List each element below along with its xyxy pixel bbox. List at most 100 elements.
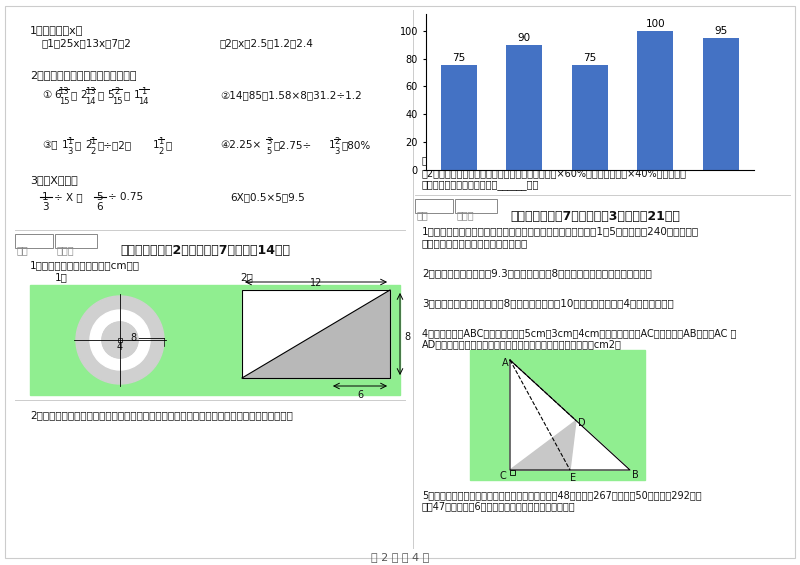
Text: 这批校服的一半，这批校服共多少套？: 这批校服的一半，这批校服共多少套？ bbox=[422, 238, 528, 248]
Text: 100: 100 bbox=[646, 19, 665, 29]
Text: （1）王平四次平时成绩的平均分是______分。: （1）王平四次平时成绩的平均分是______分。 bbox=[422, 155, 566, 166]
Bar bbox=[118, 338, 122, 342]
Text: 5．手工制作比赛中，六年级学生做泥人玩具，一班48人，共做267个；二班50人，共做292个；: 5．手工制作比赛中，六年级学生做泥人玩具，一班48人，共做267个；二班50人，… bbox=[422, 490, 702, 500]
Text: ＋2.75÷: ＋2.75÷ bbox=[274, 140, 312, 150]
Text: 8: 8 bbox=[404, 332, 410, 342]
Text: 5: 5 bbox=[107, 90, 114, 100]
Text: ＋: ＋ bbox=[75, 140, 81, 150]
Text: 3: 3 bbox=[42, 202, 49, 212]
Text: 1: 1 bbox=[62, 140, 69, 150]
Text: ÷ 0.75: ÷ 0.75 bbox=[108, 192, 143, 202]
Text: 六、应用题（共7小题，每题3分，共计21分）: 六、应用题（共7小题，每题3分，共计21分） bbox=[510, 210, 680, 223]
Text: 1: 1 bbox=[67, 137, 73, 146]
Bar bbox=[15, 234, 53, 248]
Text: （1）25x－13x＝7．2: （1）25x－13x＝7．2 bbox=[42, 38, 132, 48]
Text: ÷ X ＝: ÷ X ＝ bbox=[54, 192, 82, 202]
Text: 得分: 得分 bbox=[17, 245, 29, 255]
Text: 15: 15 bbox=[58, 97, 69, 106]
Bar bbox=[242, 290, 390, 378]
Bar bbox=[415, 199, 453, 213]
Text: 3: 3 bbox=[334, 147, 339, 156]
Text: 1: 1 bbox=[158, 137, 163, 146]
Text: 5: 5 bbox=[266, 147, 271, 156]
Text: 75: 75 bbox=[583, 53, 596, 63]
Bar bbox=[470, 350, 645, 480]
Text: 6X－0.5×5＝9.5: 6X－0.5×5＝9.5 bbox=[230, 192, 305, 202]
Text: 15: 15 bbox=[112, 97, 122, 106]
Text: ③（: ③（ bbox=[42, 140, 58, 150]
Text: 1: 1 bbox=[329, 140, 335, 150]
Text: 2．: 2． bbox=[240, 272, 253, 282]
Text: 得分: 得分 bbox=[417, 210, 429, 220]
Text: 2: 2 bbox=[81, 90, 87, 100]
Bar bbox=[455, 199, 497, 213]
Text: ）÷（2－: ）÷（2－ bbox=[98, 140, 132, 150]
Text: 3．一项工作任务，甲单独做8天完成，乙单独做10天完成，两人合作4天后还剩多少？: 3．一项工作任务，甲单独做8天完成，乙单独做10天完成，两人合作4天后还剩多少？ bbox=[422, 298, 674, 308]
Text: 75: 75 bbox=[452, 53, 465, 63]
Bar bbox=[30, 285, 400, 395]
Text: 13: 13 bbox=[85, 87, 96, 96]
Text: 4．直角三角形ABC的三条边分别是5cm，3cm和4cm，将它的直角边AC对折到斜边AB上，使AC 与: 4．直角三角形ABC的三条边分别是5cm，3cm和4cm，将它的直角边AC对折到… bbox=[422, 328, 736, 338]
Text: 第 2 页 共 4 页: 第 2 页 共 4 页 bbox=[371, 552, 429, 562]
Text: 1．求阴影部分面积（单位：cm）．: 1．求阴影部分面积（单位：cm）． bbox=[30, 260, 140, 270]
Text: ④2.25×: ④2.25× bbox=[220, 140, 262, 150]
Text: 4: 4 bbox=[117, 342, 123, 352]
Text: 1．服装厂要生产一批校服，第一周完成的套数与总套数的比是1：5，如再生产240套，就完成: 1．服装厂要生产一批校服，第一周完成的套数与总套数的比是1：5，如再生产240套… bbox=[422, 226, 699, 236]
Text: 6: 6 bbox=[357, 390, 363, 400]
Bar bbox=[506, 45, 542, 169]
Text: 2: 2 bbox=[114, 87, 120, 96]
Text: 1: 1 bbox=[134, 90, 141, 100]
Text: 五、综合题（共2小题，每题7分，共计14分）: 五、综合题（共2小题，每题7分，共计14分） bbox=[120, 244, 290, 257]
Text: E: E bbox=[570, 473, 576, 483]
Text: ②14．85－1.58×8＋31.2÷1.2: ②14．85－1.58×8＋31.2÷1.2 bbox=[220, 90, 362, 100]
Text: 1: 1 bbox=[90, 137, 95, 146]
Text: 2: 2 bbox=[85, 140, 91, 150]
Text: A: A bbox=[502, 358, 509, 368]
Circle shape bbox=[90, 310, 150, 370]
Text: 三班47人，每人做6个，六年级学生平均每人做多少个？: 三班47人，每人做6个，六年级学生平均每人做多少个？ bbox=[422, 501, 576, 511]
Text: 3．求X的值．: 3．求X的值． bbox=[30, 175, 78, 185]
Bar bbox=[571, 66, 608, 170]
Text: 1．: 1． bbox=[55, 272, 68, 282]
Text: 6: 6 bbox=[96, 202, 102, 212]
Text: 3: 3 bbox=[67, 147, 73, 156]
Bar bbox=[510, 470, 515, 475]
Text: ①: ① bbox=[42, 90, 51, 100]
Bar bbox=[702, 38, 738, 170]
Bar bbox=[55, 234, 97, 248]
Text: 2．脱式计算（能简算的要简算）．: 2．脱式计算（能简算的要简算）． bbox=[30, 70, 137, 80]
Polygon shape bbox=[510, 360, 630, 470]
Text: 6: 6 bbox=[54, 90, 61, 100]
Text: 13: 13 bbox=[58, 87, 69, 96]
Text: 级第一学期的数学学期成绩是______分。: 级第一学期的数学学期成绩是______分。 bbox=[422, 180, 539, 190]
Text: AD重合，如下图，则图中阴影部分（未重叠部分）的面积是多少cm2？: AD重合，如下图，则图中阴影部分（未重叠部分）的面积是多少cm2？ bbox=[422, 339, 622, 349]
Text: －: － bbox=[124, 90, 130, 100]
Text: D: D bbox=[578, 419, 586, 428]
Text: 1: 1 bbox=[153, 140, 159, 150]
Text: B: B bbox=[632, 470, 638, 480]
Circle shape bbox=[76, 296, 164, 384]
Text: 1: 1 bbox=[42, 192, 49, 202]
Text: 14: 14 bbox=[138, 97, 149, 106]
Text: ＋: ＋ bbox=[98, 90, 103, 100]
Text: 2: 2 bbox=[334, 137, 339, 146]
Text: 1．求未知数x．: 1．求未知数x． bbox=[30, 25, 83, 35]
Polygon shape bbox=[242, 290, 390, 378]
Text: 2: 2 bbox=[158, 147, 163, 156]
Text: －: － bbox=[70, 90, 77, 100]
Bar bbox=[441, 66, 477, 170]
Bar bbox=[242, 290, 390, 378]
Text: 14: 14 bbox=[86, 97, 96, 106]
Text: 1: 1 bbox=[141, 87, 146, 96]
Text: 2．如图是王平六年级第一学期四次数学平时成绩和数学期末测试成绩统计图，请根据图填空：: 2．如图是王平六年级第一学期四次数学平时成绩和数学期末测试成绩统计图，请根据图填… bbox=[30, 410, 293, 420]
Circle shape bbox=[102, 322, 138, 358]
Text: 评卷人: 评卷人 bbox=[457, 210, 474, 220]
Polygon shape bbox=[510, 420, 576, 470]
Text: （2）x：2.5＝1.2：2.4: （2）x：2.5＝1.2：2.4 bbox=[220, 38, 314, 48]
Text: 90: 90 bbox=[518, 33, 530, 42]
Text: 8: 8 bbox=[130, 333, 136, 343]
Text: 2: 2 bbox=[90, 147, 95, 156]
Text: 2．学校食堂五月份烧煤9.3吨，六月份烧煤8吨，两个月平均每天烧煤多少吨？: 2．学校食堂五月份烧煤9.3吨，六月份烧煤8吨，两个月平均每天烧煤多少吨？ bbox=[422, 268, 652, 278]
Text: （2）数学学期成绩是这样算的：平时成绩的平均分×60%＋期末测验成绩×40%，王平六年: （2）数学学期成绩是这样算的：平时成绩的平均分×60%＋期末测验成绩×40%，王… bbox=[422, 168, 687, 178]
Text: 评卷人: 评卷人 bbox=[57, 245, 74, 255]
